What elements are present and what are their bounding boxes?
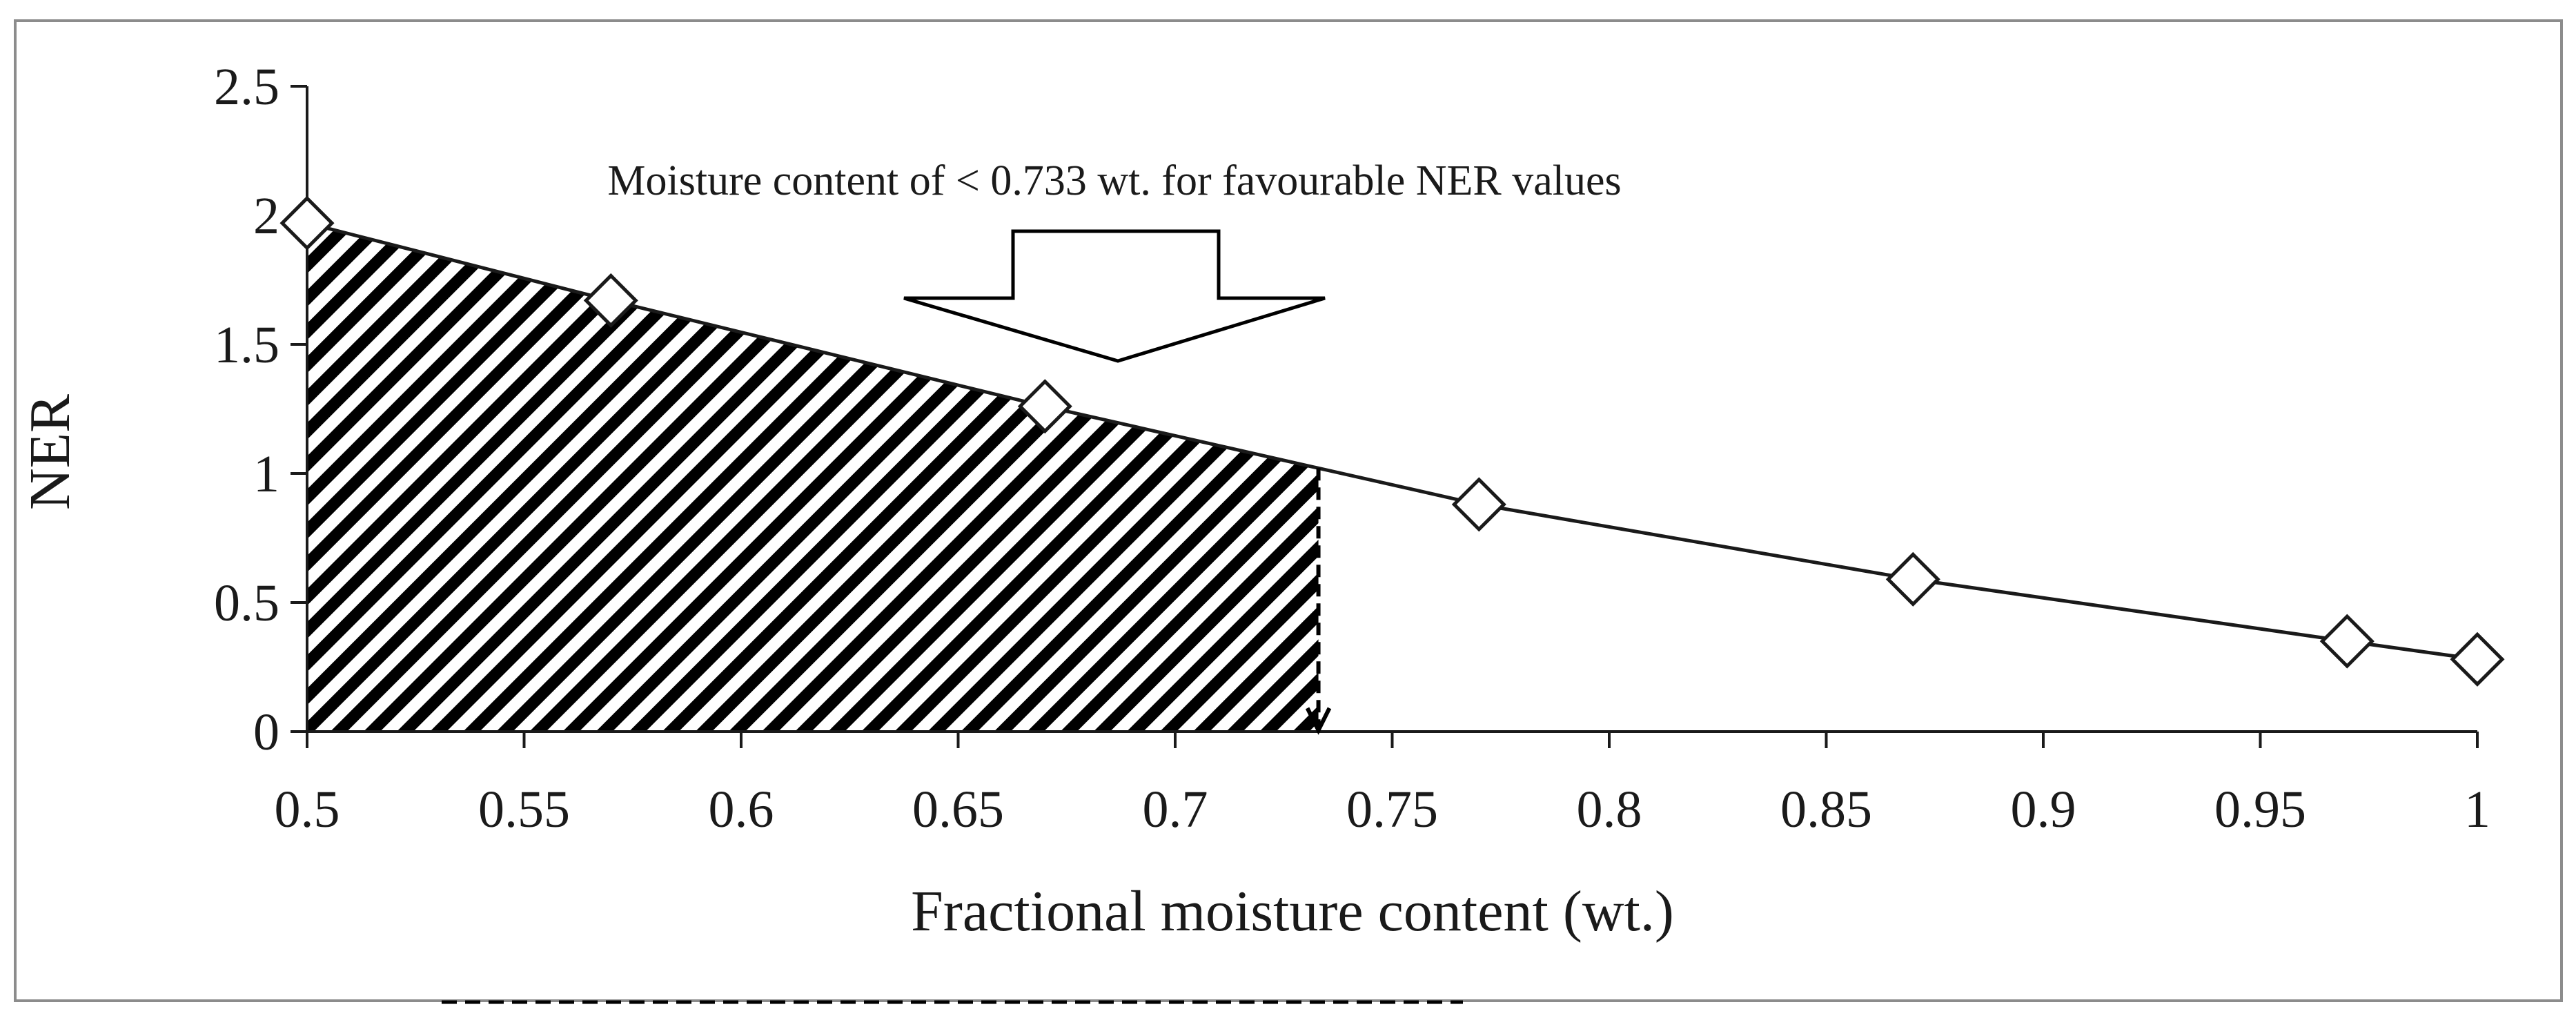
x-tick-label: 0.7	[1143, 781, 1208, 839]
x-tick-label: 0.65	[912, 781, 1004, 839]
y-axis-title: NER	[18, 394, 82, 510]
y-tick-label: 1.5	[214, 316, 279, 374]
hatched-region	[307, 223, 1319, 732]
data-point	[1017, 379, 1072, 434]
x-tick-label: 0.95	[2214, 781, 2306, 839]
y-tick-label: 2	[253, 187, 279, 245]
x-axis-title: Fractional moisture content (wt.)	[911, 879, 1674, 943]
x-tick-label: 0.8	[1577, 781, 1642, 839]
x-tick-label: 0.55	[478, 781, 570, 839]
y-tick-label: 2.5	[214, 58, 279, 116]
data-point	[1451, 477, 1506, 532]
hatched-region-layer	[307, 223, 1319, 732]
x-tick-label: 0.9	[2011, 781, 2076, 839]
data-point	[1885, 551, 1940, 607]
y-tick-label: 1	[253, 445, 279, 503]
down-arrow-icon	[903, 229, 1326, 363]
x-tick-label: 0.6	[709, 781, 774, 839]
x-tick-label: 0.5	[275, 781, 340, 839]
annotation-layer: Moisture content of < 0.733 wt. for favo…	[607, 157, 1622, 735]
cutoff-arrowhead	[1305, 707, 1332, 735]
series-layer	[279, 195, 2505, 687]
x-tick-label: 0.85	[1780, 781, 1872, 839]
y-tick-label: 0	[253, 703, 279, 761]
annotation-text: Moisture content of < 0.733 wt. for favo…	[607, 157, 1621, 204]
x-tick-label: 1	[2464, 781, 2490, 839]
y-tick-label: 0.5	[214, 574, 279, 632]
data-point	[583, 273, 638, 328]
data-point	[2450, 632, 2505, 687]
data-point	[279, 195, 335, 251]
data-point	[2319, 614, 2375, 669]
x-tick-label: 0.75	[1346, 781, 1438, 839]
axes-layer: 0 0.5 1 1.5 2 2.5 0.5 0.55 0.6 0.65 0.7 0.75 0.8 0.85…	[214, 58, 2490, 839]
